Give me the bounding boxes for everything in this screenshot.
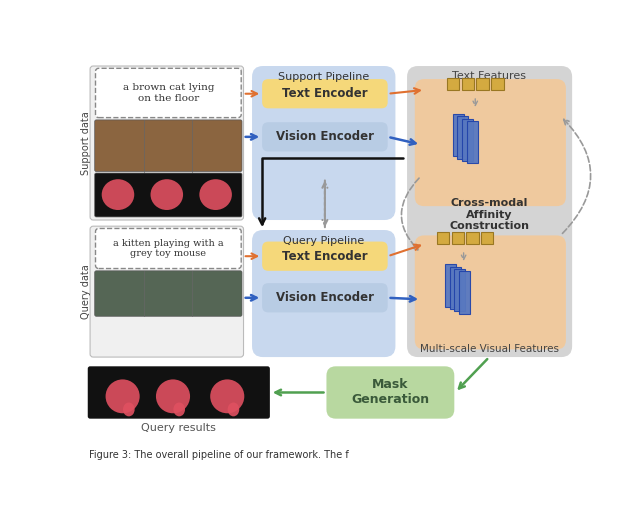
FancyBboxPatch shape	[95, 68, 241, 118]
FancyBboxPatch shape	[262, 283, 388, 312]
Text: Figure 3: The overall pipeline of our framework. The f: Figure 3: The overall pipeline of our fr…	[90, 450, 349, 460]
FancyBboxPatch shape	[437, 232, 449, 244]
Ellipse shape	[102, 179, 134, 210]
FancyBboxPatch shape	[447, 78, 460, 90]
FancyBboxPatch shape	[90, 226, 244, 357]
FancyBboxPatch shape	[95, 271, 242, 316]
Ellipse shape	[210, 379, 244, 413]
Text: Text Encoder: Text Encoder	[282, 250, 368, 263]
FancyBboxPatch shape	[491, 78, 504, 90]
Ellipse shape	[228, 402, 239, 416]
Text: a brown cat lying
on the floor: a brown cat lying on the floor	[123, 83, 214, 103]
Text: Vision Encoder: Vision Encoder	[276, 291, 374, 304]
FancyBboxPatch shape	[95, 228, 241, 268]
FancyBboxPatch shape	[407, 66, 572, 357]
FancyBboxPatch shape	[467, 232, 479, 244]
FancyBboxPatch shape	[450, 267, 461, 309]
FancyBboxPatch shape	[262, 122, 388, 151]
Text: Query results: Query results	[141, 423, 216, 433]
FancyBboxPatch shape	[262, 241, 388, 271]
Ellipse shape	[106, 379, 140, 413]
Text: Text Encoder: Text Encoder	[282, 87, 368, 100]
FancyBboxPatch shape	[95, 173, 242, 217]
FancyBboxPatch shape	[262, 79, 388, 108]
Text: Mask
Generation: Mask Generation	[351, 379, 429, 407]
FancyBboxPatch shape	[415, 79, 566, 206]
FancyBboxPatch shape	[252, 230, 396, 357]
Text: a kitten playing with a
grey toy mouse: a kitten playing with a grey toy mouse	[113, 239, 223, 258]
FancyBboxPatch shape	[454, 269, 465, 311]
Text: Support data: Support data	[81, 111, 92, 175]
FancyBboxPatch shape	[95, 120, 242, 171]
FancyBboxPatch shape	[462, 119, 473, 161]
FancyBboxPatch shape	[452, 114, 463, 156]
Text: Text Features: Text Features	[452, 71, 526, 81]
FancyBboxPatch shape	[90, 66, 244, 220]
FancyBboxPatch shape	[252, 66, 396, 220]
Ellipse shape	[123, 402, 134, 416]
FancyBboxPatch shape	[452, 232, 464, 244]
FancyBboxPatch shape	[459, 271, 470, 313]
Text: Query data: Query data	[81, 264, 92, 319]
FancyBboxPatch shape	[445, 264, 456, 307]
FancyBboxPatch shape	[88, 366, 270, 419]
Ellipse shape	[156, 379, 190, 413]
Ellipse shape	[150, 179, 183, 210]
Ellipse shape	[199, 179, 232, 210]
Ellipse shape	[173, 402, 185, 416]
Text: Vision Encoder: Vision Encoder	[276, 131, 374, 143]
Text: Multi-scale Visual Features: Multi-scale Visual Features	[420, 344, 559, 354]
FancyBboxPatch shape	[415, 235, 566, 349]
FancyBboxPatch shape	[458, 117, 468, 159]
FancyBboxPatch shape	[481, 232, 493, 244]
Text: Cross-modal
Affinity
Construction: Cross-modal Affinity Construction	[449, 198, 529, 231]
FancyBboxPatch shape	[476, 78, 489, 90]
FancyBboxPatch shape	[467, 121, 477, 163]
FancyBboxPatch shape	[326, 366, 454, 419]
Text: Support Pipeline: Support Pipeline	[278, 72, 369, 82]
FancyBboxPatch shape	[461, 78, 474, 90]
Text: Query Pipeline: Query Pipeline	[283, 236, 364, 246]
